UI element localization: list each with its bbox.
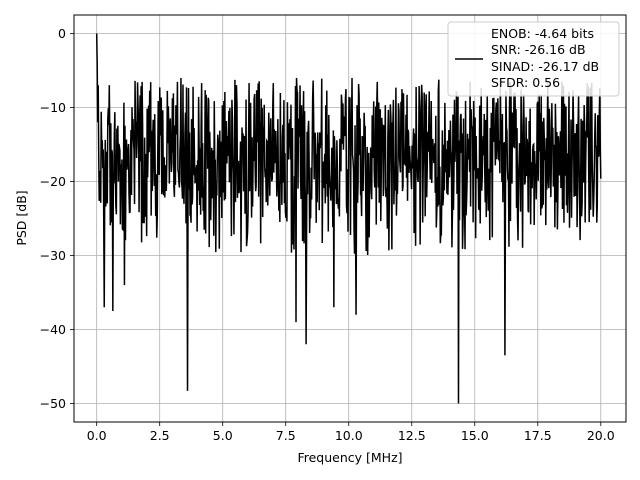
psd-line: [95, 33, 602, 404]
y-tick-label: −10: [40, 100, 66, 115]
series-psd: [95, 33, 602, 404]
x-axis-label: Frequency [MHz]: [297, 450, 402, 465]
y-tick-label: 0: [58, 26, 66, 41]
y-tick-label: −50: [40, 396, 66, 411]
plot-frame: [73, 14, 627, 423]
x-tick-label: 10.0: [335, 428, 363, 443]
x-tick-label: 15.0: [461, 428, 489, 443]
legend-enob: ENOB: -4.64 bits: [491, 26, 594, 41]
x-tick-label: 7.5: [276, 428, 296, 443]
y-tick-label: −40: [40, 322, 66, 337]
x-tick-label: 17.5: [524, 428, 552, 443]
x-tick-label: 12.5: [398, 428, 426, 443]
y-axis-ticks: 0 −10 −20 −30 −40 −50: [40, 26, 74, 411]
x-tick-label: 20.0: [587, 428, 615, 443]
y-tick-label: −30: [40, 248, 66, 263]
x-tick-label: 5.0: [213, 428, 233, 443]
legend-sfdr: SFDR: 0.56: [491, 75, 560, 90]
legend-sinad: SINAD: -26.17 dB: [491, 59, 599, 74]
x-tick-label: 2.5: [150, 428, 170, 443]
legend-snr: SNR: -26.16 dB: [491, 42, 586, 57]
x-tick-label: 0.0: [87, 428, 107, 443]
legend-box: [447, 21, 620, 97]
legend: ENOB: -4.64 bits SNR: -26.16 dB SINAD: -…: [447, 21, 620, 97]
y-axis-label: PSD [dB]: [14, 190, 29, 245]
y-tick-label: −20: [40, 174, 66, 189]
x-axis-ticks: 0.0 2.5 5.0 7.5 10.0 12.5 15.0 17.5 20.0: [87, 422, 615, 443]
